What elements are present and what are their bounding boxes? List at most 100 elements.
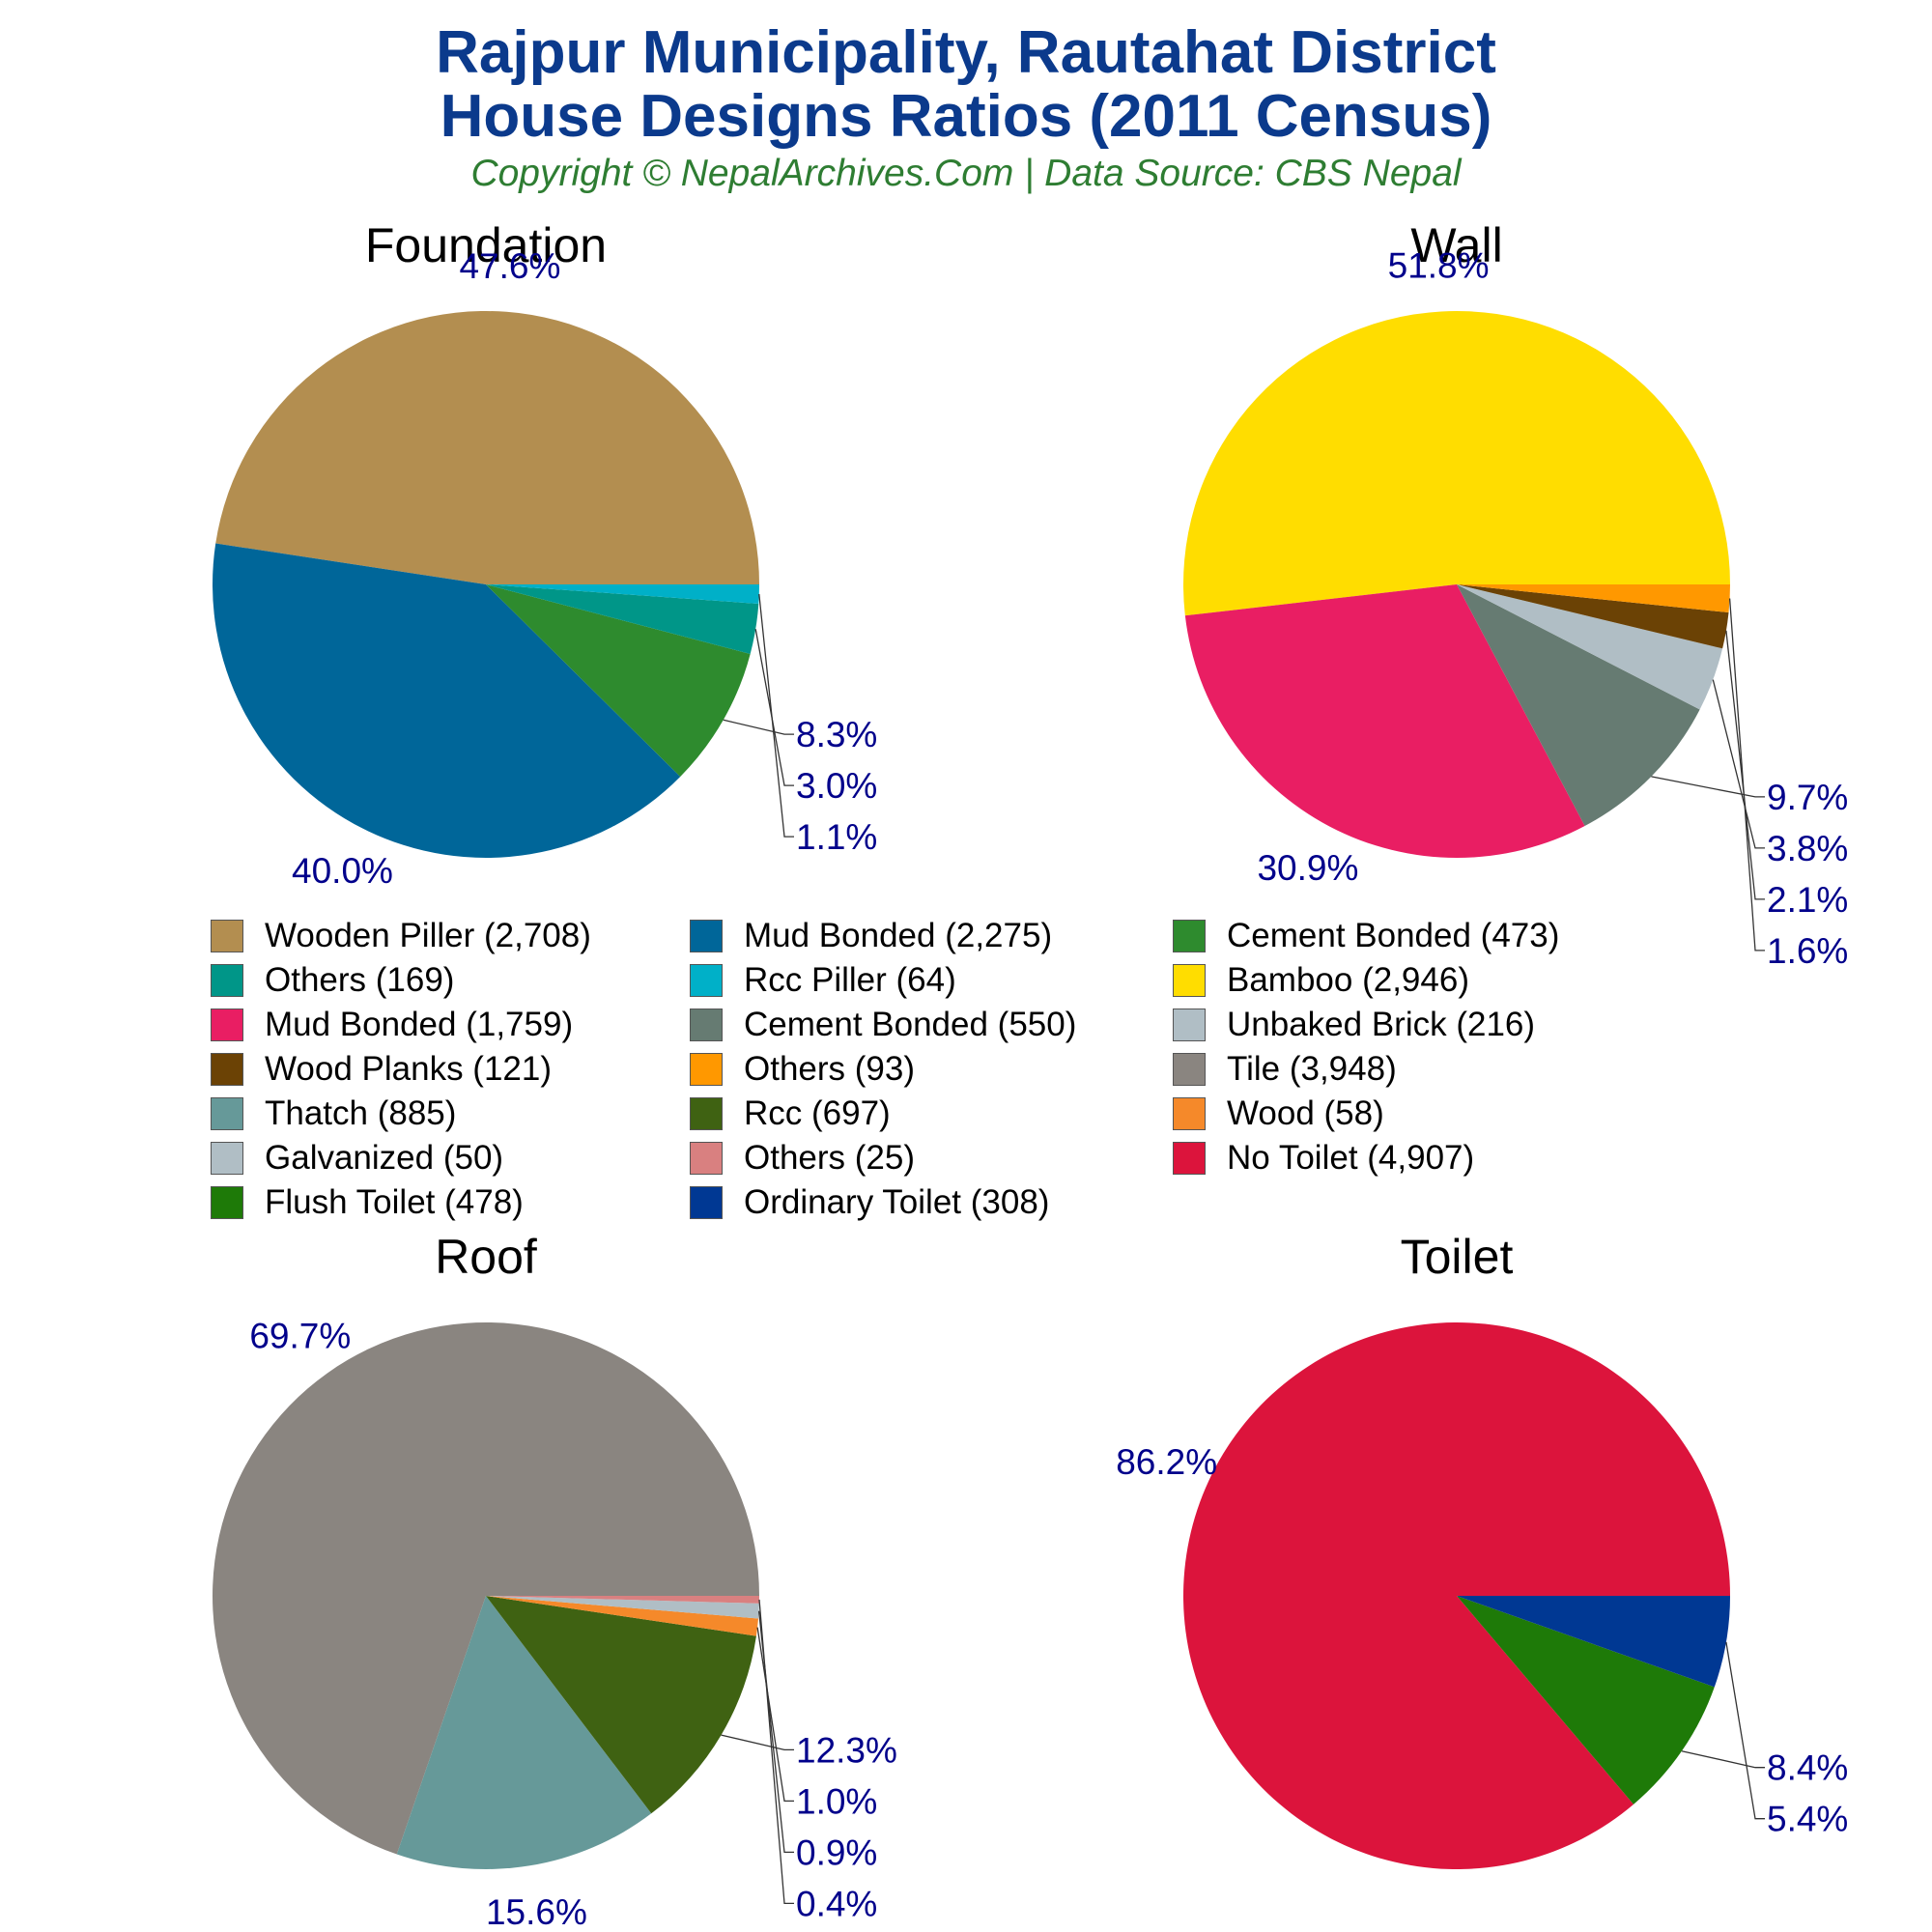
legend-item: Ordinary Toilet (308) xyxy=(690,1181,1049,1224)
legend-label: Thatch (885) xyxy=(265,1094,457,1132)
legend-item: Others (169) xyxy=(211,959,454,1002)
pie-0: 47.6% 40.0% 8.3% 3.0% 1.1% xyxy=(212,246,877,891)
page-title-line1: Rajpur Municipality, Rautahat District xyxy=(436,19,1496,86)
pie-slice xyxy=(1457,584,1723,710)
legend-label: Others (25) xyxy=(744,1139,915,1177)
chart-title-roof: Roof xyxy=(435,1230,537,1284)
pie-slice xyxy=(1457,1596,1715,1804)
pie-slice xyxy=(486,1596,756,1814)
legend-item: Cement Bonded (473) xyxy=(1173,915,1559,957)
legend-swatch xyxy=(690,1009,723,1041)
pct-label: 30.9% xyxy=(1257,848,1358,888)
legend-item: Others (93) xyxy=(690,1048,915,1091)
leader-line xyxy=(721,1734,794,1751)
pct-label: 51.8% xyxy=(1388,246,1490,286)
pct-label: 9.7% xyxy=(1767,778,1848,817)
legend-item: Wood (58) xyxy=(1173,1093,1384,1135)
legend-label: Cement Bonded (473) xyxy=(1227,917,1560,954)
pie-slice xyxy=(486,1596,759,1619)
legend-item: Cement Bonded (550) xyxy=(690,1004,1076,1046)
chart-title-toilet: Toilet xyxy=(1400,1230,1514,1284)
legend-label: Unbaked Brick (216) xyxy=(1227,1006,1536,1043)
pct-label: 8.3% xyxy=(796,715,877,754)
legend-swatch xyxy=(211,1097,243,1130)
legend-swatch xyxy=(211,1142,243,1175)
page-title-line2: House Designs Ratios (2011 Census) xyxy=(440,83,1492,150)
pct-label: 69.7% xyxy=(249,1317,351,1356)
leader-line xyxy=(758,593,794,838)
pie-slice xyxy=(486,1596,759,1604)
leader-line xyxy=(754,629,794,786)
pct-label: 0.4% xyxy=(796,1884,877,1923)
legend-swatch xyxy=(211,964,243,997)
legend-label: Ordinary Toilet (308) xyxy=(744,1183,1050,1221)
legend-label: No Toilet (4,907) xyxy=(1227,1139,1475,1177)
page-subtitle: Copyright © NepalArchives.Com | Data Sou… xyxy=(470,153,1462,194)
legend-label: Cement Bonded (550) xyxy=(744,1006,1077,1043)
leader-line xyxy=(1725,630,1765,900)
legend-swatch xyxy=(1173,920,1206,952)
legend-label: Rcc Piller (64) xyxy=(744,961,956,999)
legend-swatch xyxy=(1173,964,1206,997)
legend-swatch xyxy=(211,1186,243,1219)
legend-item: Wooden Piller (2,708) xyxy=(211,915,591,957)
pct-label: 40.0% xyxy=(292,851,393,891)
pct-label: 12.3% xyxy=(796,1730,897,1770)
legend-label: Others (169) xyxy=(265,961,455,999)
legend-label: Wood Planks (121) xyxy=(265,1050,553,1088)
pie-slice xyxy=(1457,1596,1731,1688)
legend-item: Thatch (885) xyxy=(211,1093,456,1135)
pie-slice xyxy=(486,584,759,655)
legend-swatch xyxy=(211,1009,243,1041)
pie-slice xyxy=(1457,584,1730,613)
leader-line xyxy=(1681,1750,1765,1769)
pct-label: 15.6% xyxy=(486,1892,587,1932)
leader-line xyxy=(1712,679,1765,849)
leader-line xyxy=(723,719,794,735)
pie-3: 86.2% 8.4% 5.4% xyxy=(1116,1322,1848,1870)
legend-item: Wood Planks (121) xyxy=(211,1048,552,1091)
legend-label: Tile (3,948) xyxy=(1227,1050,1397,1088)
legend-swatch xyxy=(690,1186,723,1219)
legend-label: Rcc (697) xyxy=(744,1094,891,1132)
legend-swatch xyxy=(690,964,723,997)
leader-line xyxy=(1728,598,1765,952)
pct-label: 1.6% xyxy=(1767,931,1848,971)
pie-slice xyxy=(1457,584,1700,827)
pct-label: 3.0% xyxy=(796,766,877,806)
pie-slice xyxy=(486,584,751,777)
legend-item: Mud Bonded (2,275) xyxy=(690,915,1052,957)
legend-swatch xyxy=(211,920,243,952)
chart-title-wall: Wall xyxy=(1410,218,1503,272)
legend-label: Wood (58) xyxy=(1227,1094,1384,1132)
legend-item: Rcc Piller (64) xyxy=(690,959,956,1002)
pie-slice xyxy=(215,311,759,584)
pct-label: 5.4% xyxy=(1767,1800,1848,1839)
legend-label: Wooden Piller (2,708) xyxy=(265,917,591,954)
legend-label: Mud Bonded (2,275) xyxy=(744,917,1053,954)
pie-slice xyxy=(1184,584,1585,859)
legend-item: Rcc (697) xyxy=(690,1093,891,1135)
legend-item: Flush Toilet (478) xyxy=(211,1181,524,1224)
legend-item: Galvanized (50) xyxy=(211,1137,503,1179)
pie-slice xyxy=(1182,1322,1730,1870)
pie-slice xyxy=(1457,584,1729,649)
legend-label: Flush Toilet (478) xyxy=(265,1183,524,1221)
pct-label: 2.1% xyxy=(1767,880,1848,920)
legend-item: Others (25) xyxy=(690,1137,915,1179)
pct-label: 47.6% xyxy=(459,246,560,286)
pie-slice xyxy=(486,1596,759,1636)
pie-2: 69.7% 15.6% 12.3% 1.0% 0.9% 0.4% xyxy=(213,1317,897,1932)
legend-label: Mud Bonded (1,759) xyxy=(265,1006,574,1043)
legend-item: Bamboo (2,946) xyxy=(1173,959,1469,1002)
pct-label: 3.8% xyxy=(1767,829,1848,868)
legend-label: Others (93) xyxy=(744,1050,915,1088)
legend-swatch xyxy=(690,1097,723,1130)
pct-label: 1.1% xyxy=(796,817,877,857)
legend-item: Tile (3,948) xyxy=(1173,1048,1397,1091)
legend-swatch xyxy=(1173,1009,1206,1041)
pct-label: 8.4% xyxy=(1767,1748,1848,1788)
legend-swatch xyxy=(1173,1142,1206,1175)
leader-line xyxy=(1651,776,1765,798)
legend-swatch xyxy=(690,920,723,952)
